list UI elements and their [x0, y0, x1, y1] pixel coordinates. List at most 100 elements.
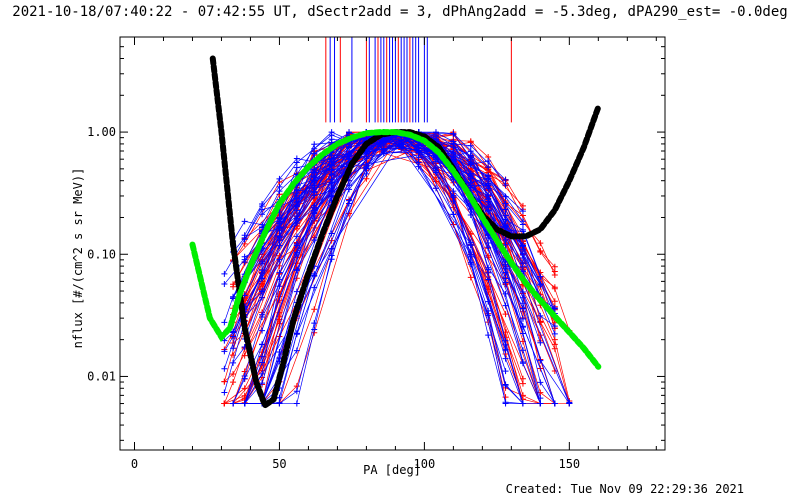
- measured-point: [537, 312, 544, 319]
- measured-point: [537, 339, 544, 346]
- measured-point: [241, 253, 248, 260]
- measured-point: [551, 298, 558, 305]
- measured-point: [293, 288, 300, 295]
- measured-point: [502, 355, 509, 362]
- measured-point: [537, 282, 544, 289]
- measured-point: [485, 164, 492, 171]
- measured-point: [241, 385, 248, 392]
- measured-point: [259, 380, 266, 387]
- measured-point: [259, 221, 266, 228]
- measured-point: [293, 388, 300, 395]
- measured-point: [566, 399, 573, 406]
- measured-point: [259, 275, 266, 282]
- measured-point: [415, 163, 422, 170]
- measured-point: [551, 285, 558, 292]
- measured-point: [398, 143, 405, 150]
- x-tick-label: 50: [272, 457, 286, 471]
- measured-point: [311, 306, 318, 313]
- y-tick-label: 1.00: [87, 125, 116, 139]
- measured-point: [551, 304, 558, 311]
- measured-point: [259, 211, 266, 218]
- measured-point: [502, 182, 509, 189]
- measured-point: [519, 228, 526, 235]
- measured-point: [328, 136, 335, 143]
- measured-point: [537, 389, 544, 396]
- measured-point: [537, 379, 544, 386]
- measured-point: [450, 211, 457, 218]
- measured-point: [467, 211, 474, 218]
- measured-point: [293, 347, 300, 354]
- measured-point: [221, 281, 228, 288]
- measured-point: [485, 254, 492, 261]
- measured-point: [328, 156, 335, 163]
- measured-point: [485, 172, 492, 179]
- measured-point: [311, 204, 318, 211]
- measured-point: [311, 166, 318, 173]
- measured-point: [519, 330, 526, 337]
- measured-point: [241, 218, 248, 225]
- measured-point: [221, 337, 228, 344]
- measured-point: [221, 400, 228, 407]
- measured-point: [276, 188, 283, 195]
- x-tick-label: 150: [558, 457, 580, 471]
- measured-point: [276, 233, 283, 240]
- measured-point: [551, 345, 558, 352]
- measured-point: [502, 223, 509, 230]
- measured-point: [502, 368, 509, 375]
- measured-point: [485, 192, 492, 199]
- measured-point: [519, 315, 526, 322]
- measured-point: [485, 269, 492, 276]
- measured-point: [415, 154, 422, 161]
- measured-point: [259, 311, 266, 318]
- measured-point: [311, 270, 318, 277]
- measured-point: [502, 394, 509, 401]
- measured-point: [467, 251, 474, 258]
- measured-point: [293, 212, 300, 219]
- measured-point: [311, 177, 318, 184]
- measured-point: [537, 248, 544, 255]
- y-tick-label: 0.10: [87, 247, 116, 261]
- measured-point: [293, 233, 300, 240]
- y-tick-label: 0.01: [87, 369, 116, 383]
- measured-point: [293, 190, 300, 197]
- measured-point: [221, 378, 228, 385]
- measured-point: [221, 365, 228, 372]
- measured-point: [519, 208, 526, 215]
- measured-point: [293, 330, 300, 337]
- measured-point: [276, 220, 283, 227]
- trace-group: [221, 129, 573, 407]
- measured-point: [450, 131, 457, 138]
- measured-point: [311, 320, 318, 327]
- measured-point: [502, 212, 509, 219]
- measured-point: [241, 232, 248, 239]
- measured-trace: [261, 141, 524, 363]
- measured-point: [276, 394, 283, 401]
- measured-point: [293, 164, 300, 171]
- measured-point: [467, 142, 474, 149]
- measured-point: [241, 259, 248, 266]
- y-axis-label: nflux [#/(cm^2 s sr MeV)]: [71, 168, 85, 349]
- model-curve-group: [189, 55, 602, 411]
- plot-frame: [119, 36, 666, 451]
- measured-point: [293, 400, 300, 407]
- measured-point: [230, 370, 237, 377]
- measured-point: [519, 400, 526, 407]
- measured-point: [221, 389, 228, 396]
- measured-point: [328, 180, 335, 187]
- measured-point: [363, 162, 370, 169]
- measured-point: [450, 188, 457, 195]
- x-tick-label: 100: [414, 457, 436, 471]
- measured-point: [502, 337, 509, 344]
- measured-point: [311, 326, 318, 333]
- measured-point: [519, 202, 526, 209]
- measured-point: [537, 240, 544, 247]
- measured-point: [293, 383, 300, 390]
- measured-point: [380, 140, 387, 147]
- measured-point: [502, 311, 509, 318]
- model-curve: [189, 129, 602, 370]
- measured-point: [432, 185, 439, 192]
- measured-point: [551, 330, 558, 337]
- measured-point: [502, 176, 509, 183]
- measured-point: [241, 372, 248, 379]
